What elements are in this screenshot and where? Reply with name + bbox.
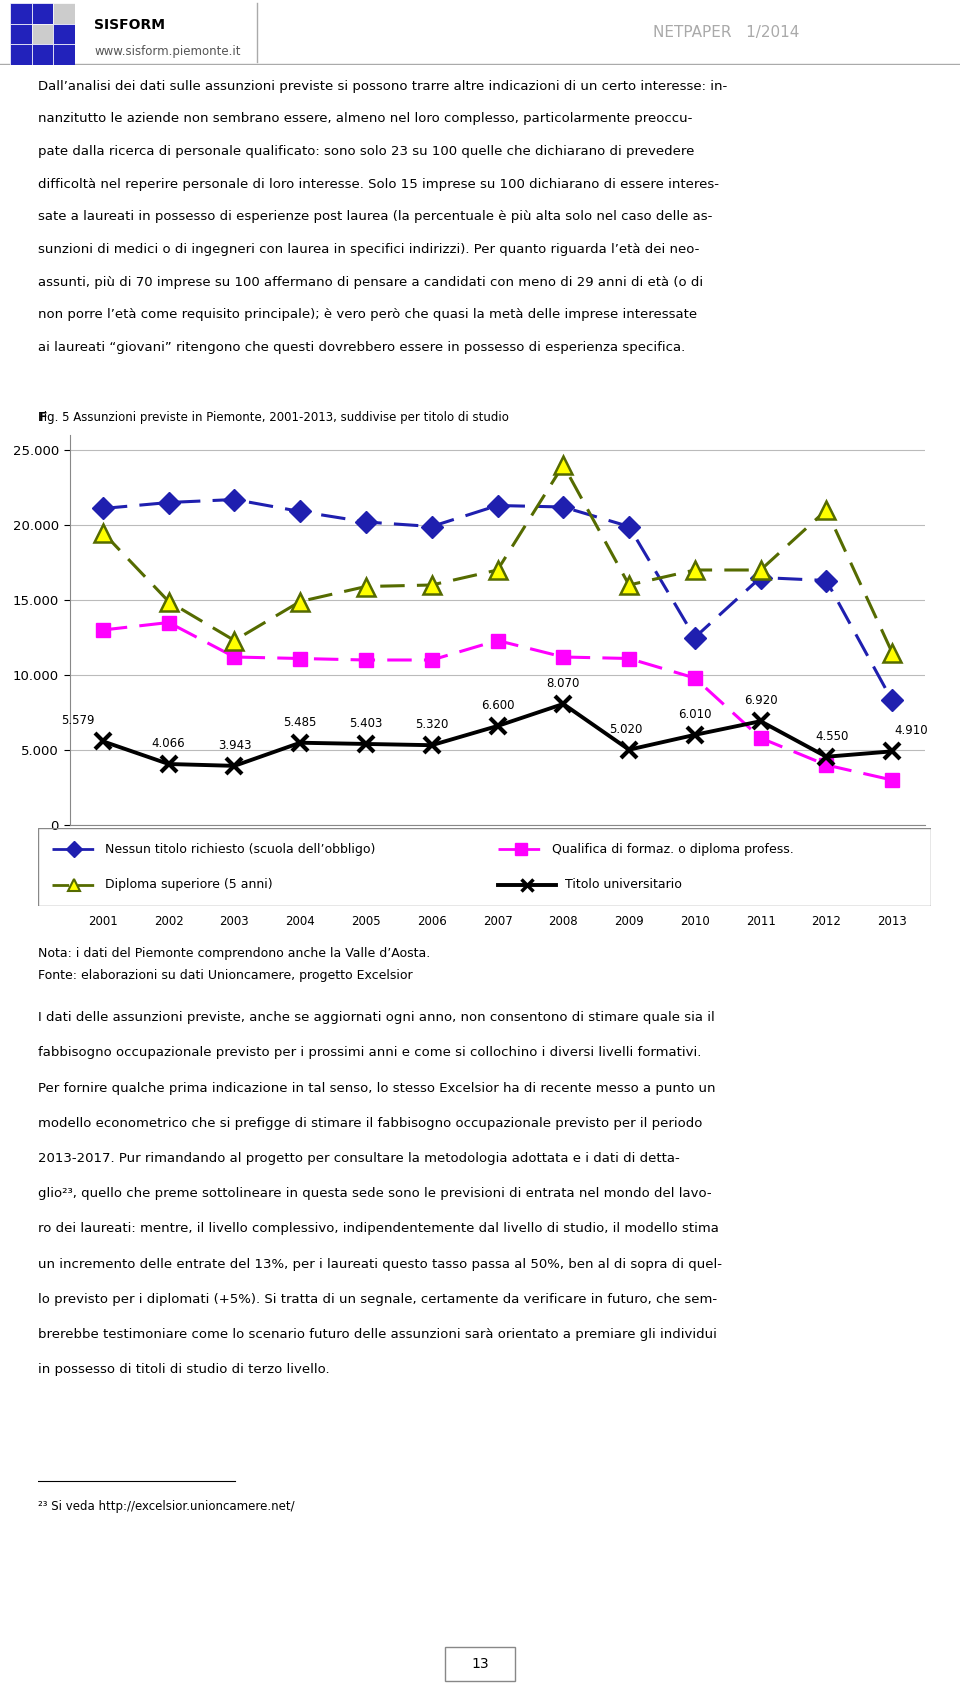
Text: 6.920: 6.920 <box>744 695 778 707</box>
Text: brerebbe testimoniare come lo scenario futuro delle assunzioni sarà orientato a : brerebbe testimoniare come lo scenario f… <box>38 1328 717 1342</box>
Text: 5.485: 5.485 <box>283 715 317 729</box>
Text: SISFORM: SISFORM <box>94 19 165 32</box>
Text: 4.066: 4.066 <box>152 737 185 749</box>
Text: www.sisform.piemonte.it: www.sisform.piemonte.it <box>94 46 241 58</box>
Text: fabbisogno occupazionale previsto per i prossimi anni e come si collochino i div: fabbisogno occupazionale previsto per i … <box>38 1046 702 1060</box>
Text: 4.550: 4.550 <box>815 731 849 743</box>
Bar <box>54 3 75 24</box>
Bar <box>32 44 54 65</box>
Text: 13: 13 <box>471 1657 489 1671</box>
Text: Nessun titolo richiesto (scuola dell’obbligo): Nessun titolo richiesto (scuola dell’obb… <box>106 843 375 855</box>
Text: 2005: 2005 <box>351 915 381 929</box>
Text: Fig. 5 Assunzioni previste in Piemonte, 2001-2013, suddivise per titolo di studi: Fig. 5 Assunzioni previste in Piemonte, … <box>38 411 509 423</box>
Text: sunzioni di medici o di ingegneri con laurea in specifici indirizzi). Per quanto: sunzioni di medici o di ingegneri con la… <box>38 242 700 256</box>
Text: Dall’analisi dei dati sulle assunzioni previste si possono trarre altre indicazi: Dall’analisi dei dati sulle assunzioni p… <box>38 80 728 92</box>
Text: 2004: 2004 <box>285 915 315 929</box>
Text: 5.020: 5.020 <box>610 722 643 736</box>
Text: I dati delle assunzioni previste, anche se aggiornati ogni anno, non consentono : I dati delle assunzioni previste, anche … <box>38 1011 715 1024</box>
Text: un incremento delle entrate del 13%, per i laureati questo tasso passa al 50%, b: un incremento delle entrate del 13%, per… <box>38 1258 722 1270</box>
Text: F: F <box>38 411 47 423</box>
Text: Titolo universitario: Titolo universitario <box>565 879 682 891</box>
Text: 2007: 2007 <box>483 915 513 929</box>
Text: Nota: i dati del Piemonte comprendono anche la Valle d’Aosta.: Nota: i dati del Piemonte comprendono an… <box>38 947 431 959</box>
Text: nanzitutto le aziende non sembrano essere, almeno nel loro complesso, particolar: nanzitutto le aziende non sembrano esser… <box>38 113 693 125</box>
Text: assunti, più di 70 imprese su 100 affermano di pensare a candidati con meno di 2: assunti, più di 70 imprese su 100 afferm… <box>38 275 704 288</box>
Text: 6.010: 6.010 <box>678 708 711 720</box>
Text: 2011: 2011 <box>746 915 776 929</box>
Bar <box>54 24 75 44</box>
Bar <box>445 1647 515 1681</box>
Text: 2001: 2001 <box>88 915 118 929</box>
Text: ai laureati “giovani” ritengono che questi dovrebbero essere in possesso di espe: ai laureati “giovani” ritengono che ques… <box>38 341 685 353</box>
Text: 2009: 2009 <box>614 915 644 929</box>
Bar <box>54 44 75 65</box>
Text: 2013: 2013 <box>877 915 907 929</box>
Text: ro dei laureati: mentre, il livello complessivo, indipendentemente dal livello d: ro dei laureati: mentre, il livello comp… <box>38 1222 719 1236</box>
Text: 2010: 2010 <box>680 915 709 929</box>
Text: 3.943: 3.943 <box>218 739 252 753</box>
Text: 2002: 2002 <box>154 915 183 929</box>
Text: 5.579: 5.579 <box>61 715 95 727</box>
Text: lo previsto per i diplomati (+5%). Si tratta di un segnale, certamente da verifi: lo previsto per i diplomati (+5%). Si tr… <box>38 1292 717 1306</box>
Text: sate a laureati in possesso di esperienze post laurea (la percentuale è più alta: sate a laureati in possesso di esperienz… <box>38 210 712 224</box>
Bar <box>10 24 32 44</box>
Text: 2003: 2003 <box>220 915 250 929</box>
Text: NETPAPER   1/2014: NETPAPER 1/2014 <box>653 26 799 39</box>
Bar <box>32 3 54 24</box>
Bar <box>10 44 32 65</box>
Text: Diploma superiore (5 anni): Diploma superiore (5 anni) <box>106 879 273 891</box>
Text: 2006: 2006 <box>417 915 446 929</box>
Text: 5.320: 5.320 <box>415 719 448 731</box>
Bar <box>32 24 54 44</box>
Text: Qualifica di formaz. o diploma profess.: Qualifica di formaz. o diploma profess. <box>552 843 794 855</box>
Text: 6.600: 6.600 <box>481 700 515 712</box>
Text: 8.070: 8.070 <box>546 678 580 690</box>
Text: difficoltà nel reperire personale di loro interesse. Solo 15 imprese su 100 dich: difficoltà nel reperire personale di lor… <box>38 178 719 191</box>
Text: Fonte: elaborazioni su dati Unioncamere, progetto Excelsior: Fonte: elaborazioni su dati Unioncamere,… <box>38 970 413 982</box>
Text: ²³ Si veda http://excelsior.unioncamere.net/: ²³ Si veda http://excelsior.unioncamere.… <box>38 1500 295 1512</box>
Text: glio²³, quello che preme sottolineare in questa sede sono le previsioni di entra: glio²³, quello che preme sottolineare in… <box>38 1186 712 1200</box>
Text: in possesso di titoli di studio di terzo livello.: in possesso di titoli di studio di terzo… <box>38 1364 330 1376</box>
Text: non porre l’età come requisito principale); è vero però che quasi la metà delle : non porre l’età come requisito principal… <box>38 309 698 321</box>
Text: Per fornire qualche prima indicazione in tal senso, lo stesso Excelsior ha di re: Per fornire qualche prima indicazione in… <box>38 1082 716 1094</box>
Text: 5.403: 5.403 <box>349 717 383 731</box>
Text: 2013-2017. Pur rimandando al progetto per consultare la metodologia adottata e i: 2013-2017. Pur rimandando al progetto pe… <box>38 1152 680 1164</box>
Text: modello econometrico che si prefigge di stimare il fabbisogno occupazionale prev: modello econometrico che si prefigge di … <box>38 1116 703 1130</box>
Text: 2012: 2012 <box>811 915 841 929</box>
Text: 4.910: 4.910 <box>895 724 928 737</box>
Text: pate dalla ricerca di personale qualificato: sono solo 23 su 100 quelle che dich: pate dalla ricerca di personale qualific… <box>38 145 695 159</box>
Text: 2008: 2008 <box>548 915 578 929</box>
Bar <box>10 3 32 24</box>
